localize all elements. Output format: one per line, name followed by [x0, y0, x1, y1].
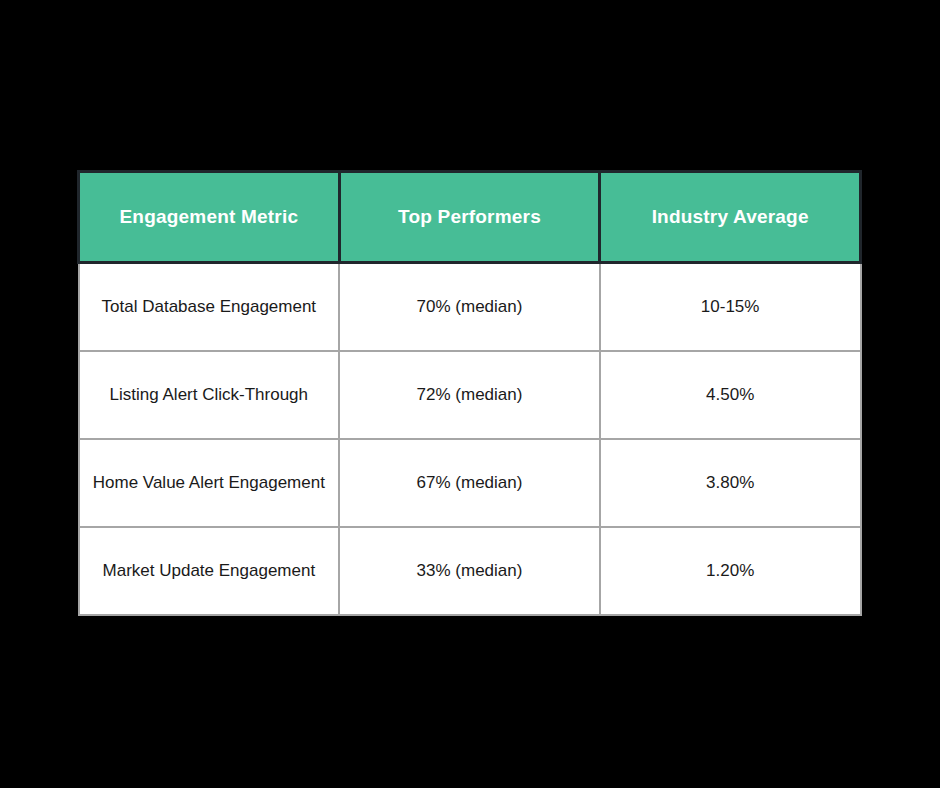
cell-industry-average: 4.50% — [600, 351, 861, 439]
column-header-top-performers: Top Performers — [339, 172, 600, 263]
table-row-home-value-alert-engagement: Home Value Alert Engagement 67% (median)… — [79, 439, 861, 527]
cell-metric: Market Update Engagement — [79, 527, 340, 615]
table-row-total-database-engagement: Total Database Engagement 70% (median) 1… — [79, 263, 861, 352]
table-row-listing-alert-click-through: Listing Alert Click-Through 72% (median)… — [79, 351, 861, 439]
cell-top-performers: 72% (median) — [339, 351, 600, 439]
column-header-industry-average: Industry Average — [600, 172, 861, 263]
cell-top-performers: 70% (median) — [339, 263, 600, 352]
canvas: { "theme": { "page_bg": "#000000", "head… — [0, 0, 940, 788]
cell-top-performers: 33% (median) — [339, 527, 600, 615]
engagement-comparison-table-wrap: Engagement Metric Top Performers Industr… — [77, 170, 862, 616]
cell-industry-average: 10-15% — [600, 263, 861, 352]
cell-industry-average: 1.20% — [600, 527, 861, 615]
column-header-engagement-metric: Engagement Metric — [79, 172, 340, 263]
cell-metric: Total Database Engagement — [79, 263, 340, 352]
table-header-row: Engagement Metric Top Performers Industr… — [79, 172, 861, 263]
engagement-comparison-table: Engagement Metric Top Performers Industr… — [77, 170, 862, 616]
cell-industry-average: 3.80% — [600, 439, 861, 527]
cell-metric: Home Value Alert Engagement — [79, 439, 340, 527]
cell-metric: Listing Alert Click-Through — [79, 351, 340, 439]
table-row-market-update-engagement: Market Update Engagement 33% (median) 1.… — [79, 527, 861, 615]
table-body: Total Database Engagement 70% (median) 1… — [79, 263, 861, 616]
table-header: Engagement Metric Top Performers Industr… — [79, 172, 861, 263]
cell-top-performers: 67% (median) — [339, 439, 600, 527]
